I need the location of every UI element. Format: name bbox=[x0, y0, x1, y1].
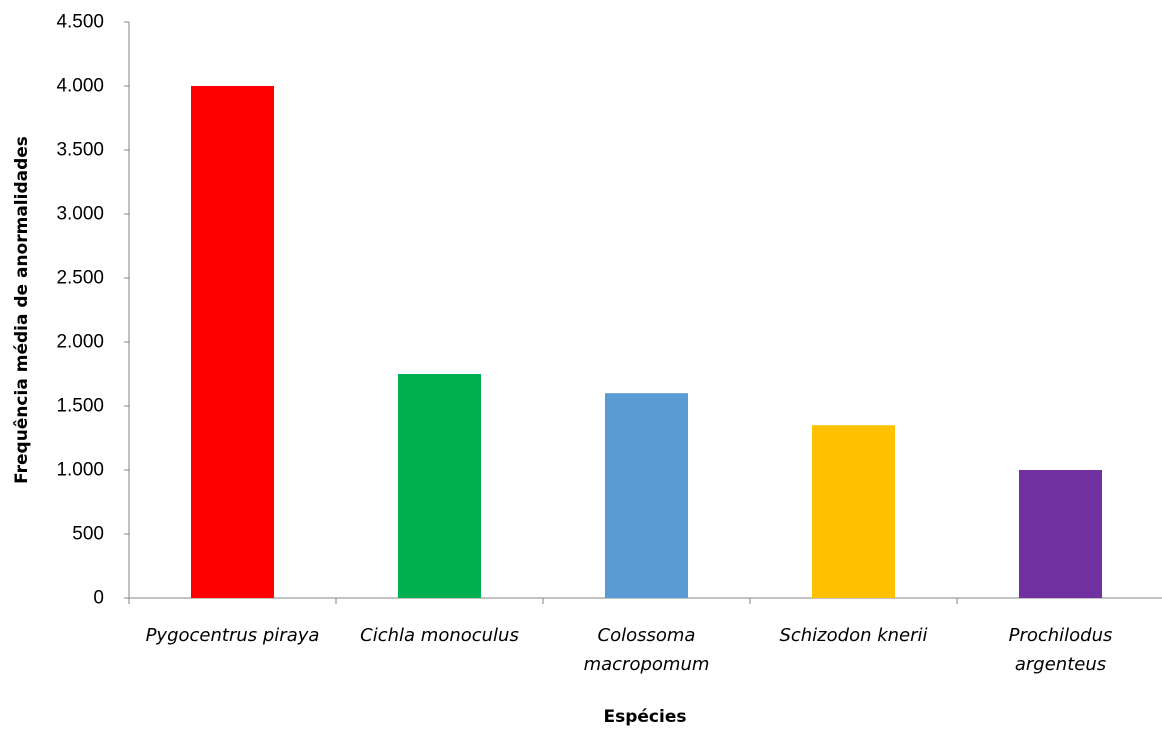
category-labels: Pygocentrus piraya Cichla monoculus Coloss… bbox=[146, 625, 1113, 675]
y-axis-title: Frequência média de anormalidades bbox=[12, 136, 32, 484]
x-tick-label-line: Pygocentrus piraya bbox=[146, 625, 320, 646]
y-tick-label: 500 bbox=[72, 524, 104, 545]
x-tick-label-line: Prochilodus bbox=[1009, 625, 1113, 646]
bar bbox=[812, 425, 895, 598]
y-tick-label: 2.000 bbox=[56, 332, 104, 353]
bar bbox=[1019, 470, 1102, 598]
x-tick-label-line: argenteus bbox=[1015, 654, 1106, 675]
x-tick-label: Prochilodus argenteus bbox=[1009, 625, 1113, 675]
y-tick-label: 3.500 bbox=[56, 140, 104, 161]
x-axis bbox=[128, 597, 1162, 604]
x-axis-title: Espécies bbox=[604, 707, 687, 727]
x-tick-label-line: Cichla monoculus bbox=[360, 625, 519, 646]
y-tick-label: 2.500 bbox=[56, 268, 104, 289]
bar bbox=[191, 86, 274, 598]
bar bbox=[398, 374, 481, 598]
x-tick-label-line: Colossoma bbox=[598, 625, 696, 646]
x-tick-label-line: macropomum bbox=[584, 654, 710, 675]
y-tick-label: 4.500 bbox=[56, 12, 104, 33]
y-tick-label: 1.500 bbox=[56, 396, 104, 417]
x-tick-label: Pygocentrus piraya bbox=[146, 625, 320, 646]
bar bbox=[605, 393, 688, 598]
y-axis: 0 500 1.000 1.500 2.000 2.500 3.000 3.500 4.000 4… bbox=[56, 12, 130, 609]
x-tick-label: Cichla monoculus bbox=[360, 625, 519, 646]
y-tick-label: 3.000 bbox=[56, 204, 104, 225]
x-tick-label-line: Schizodon knerii bbox=[779, 625, 927, 646]
y-tick-label: 1.000 bbox=[56, 460, 104, 481]
y-tick-label: 0 bbox=[93, 588, 104, 609]
x-tick-label: Colossoma macropomum bbox=[584, 625, 710, 675]
y-tick-label: 4.000 bbox=[56, 76, 104, 97]
x-tick-label: Schizodon knerii bbox=[779, 625, 927, 646]
bars bbox=[191, 86, 1102, 598]
